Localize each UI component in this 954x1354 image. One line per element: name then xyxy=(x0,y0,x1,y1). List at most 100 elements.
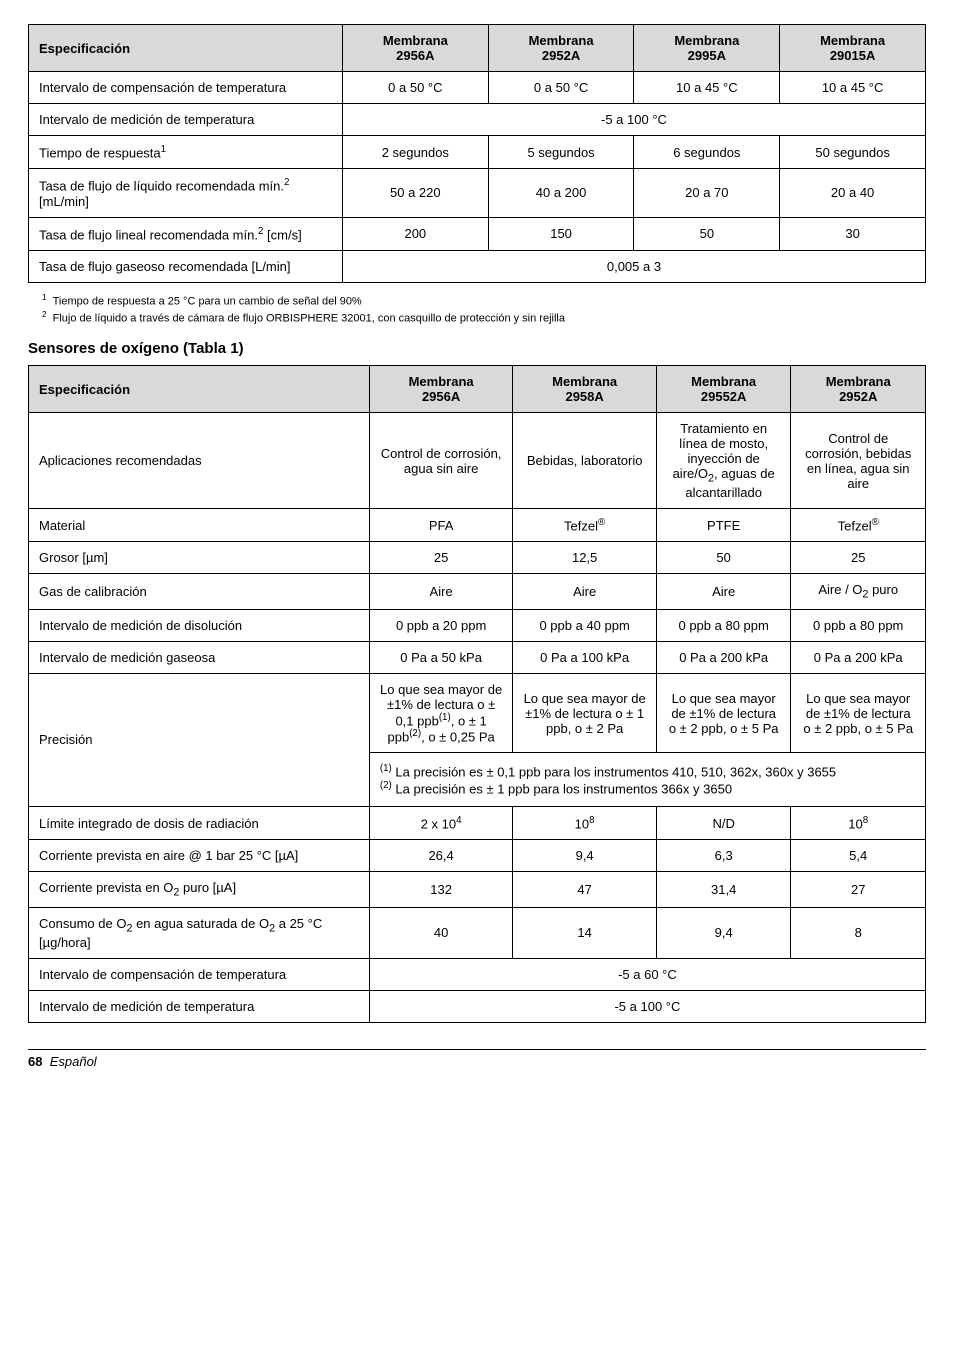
column-header: Especificación xyxy=(29,25,343,72)
column-header: Membrana29552A xyxy=(656,366,791,413)
row-label: Intervalo de medición de temperatura xyxy=(29,104,343,136)
row-value: 47 xyxy=(513,872,657,908)
row-value: -5 a 60 °C xyxy=(369,958,925,990)
table1-footnotes: 1Tiempo de respuesta a 25 °C para un cam… xyxy=(42,293,926,324)
footnote: 1Tiempo de respuesta a 25 °C para un cam… xyxy=(42,293,926,308)
row-label: Grosor [µm] xyxy=(29,542,370,574)
row-value: N/D xyxy=(656,807,791,840)
column-header: Membrana2995A xyxy=(634,25,780,72)
row-value: Aire xyxy=(656,574,791,610)
row-value: 12,5 xyxy=(513,542,657,574)
row-value: -5 a 100 °C xyxy=(342,104,925,136)
row-value: Control de corrosión, bebidas en línea, … xyxy=(791,413,926,509)
row-value: 150 xyxy=(488,217,634,250)
row-value: 27 xyxy=(791,872,926,908)
row-value: Lo que sea mayor de ±1% de lectura o ± 2… xyxy=(656,673,791,753)
row-value: 0 Pa a 50 kPa xyxy=(369,641,513,673)
row-label: Aplicaciones recomendadas xyxy=(29,413,370,509)
row-value: 6,3 xyxy=(656,840,791,872)
row-value: 14 xyxy=(513,908,657,959)
row-value: Lo que sea mayor de ±1% de lectura o ± 0… xyxy=(369,673,513,753)
row-label: Corriente prevista en O2 puro [µA] xyxy=(29,872,370,908)
row-value: 0,005 a 3 xyxy=(342,250,925,282)
row-value: Tratamiento en línea de mosto, inyección… xyxy=(656,413,791,509)
precision-notes: (1) La precisión es ± 0,1 ppb para los i… xyxy=(369,753,925,807)
footer-section: Español xyxy=(50,1054,97,1069)
row-value: 10 a 45 °C xyxy=(780,72,926,104)
row-label: Tasa de flujo de líquido recomendada mín… xyxy=(29,169,343,217)
row-value: 30 xyxy=(780,217,926,250)
row-value: 26,4 xyxy=(369,840,513,872)
row-value: PFA xyxy=(369,508,513,541)
row-value: 20 a 70 xyxy=(634,169,780,217)
row-label: Intervalo de medición de temperatura xyxy=(29,990,370,1022)
row-value: 2 segundos xyxy=(342,136,488,169)
row-label: Intervalo de compensación de temperatura xyxy=(29,72,343,104)
row-value: -5 a 100 °C xyxy=(369,990,925,1022)
page-number: 68 xyxy=(28,1054,42,1069)
row-value: 20 a 40 xyxy=(780,169,926,217)
row-value: 9,4 xyxy=(656,908,791,959)
row-label: Tasa de flujo gaseoso recomendada [L/min… xyxy=(29,250,343,282)
row-value: 6 segundos xyxy=(634,136,780,169)
row-value: 200 xyxy=(342,217,488,250)
row-value: 50 xyxy=(634,217,780,250)
column-header: Membrana2956A xyxy=(342,25,488,72)
row-label: Material xyxy=(29,508,370,541)
column-header: Membrana2956A xyxy=(369,366,513,413)
row-label: Tiempo de respuesta1 xyxy=(29,136,343,169)
row-value: Tefzel® xyxy=(513,508,657,541)
row-value: PTFE xyxy=(656,508,791,541)
row-value: Aire xyxy=(369,574,513,610)
row-value: 2 x 104 xyxy=(369,807,513,840)
column-header: Especificación xyxy=(29,366,370,413)
row-value: 0 ppb a 80 ppm xyxy=(656,609,791,641)
row-value: Lo que sea mayor de ±1% de lectura o ± 2… xyxy=(791,673,926,753)
spec-table-1: EspecificaciónMembrana2956AMembrana2952A… xyxy=(28,24,926,283)
row-value: 0 a 50 °C xyxy=(342,72,488,104)
row-value: 0 Pa a 100 kPa xyxy=(513,641,657,673)
row-value: 0 Pa a 200 kPa xyxy=(656,641,791,673)
row-value: 5,4 xyxy=(791,840,926,872)
row-value: Tefzel® xyxy=(791,508,926,541)
row-value: Bebidas, laboratorio xyxy=(513,413,657,509)
row-value: 40 a 200 xyxy=(488,169,634,217)
row-value: 0 Pa a 200 kPa xyxy=(791,641,926,673)
column-header: Membrana2958A xyxy=(513,366,657,413)
row-value: 0 ppb a 40 ppm xyxy=(513,609,657,641)
row-value: 108 xyxy=(791,807,926,840)
row-value: 25 xyxy=(369,542,513,574)
row-label: Límite integrado de dosis de radiación xyxy=(29,807,370,840)
row-value: 50 xyxy=(656,542,791,574)
row-value: Aire xyxy=(513,574,657,610)
column-header: Membrana2952A xyxy=(791,366,926,413)
page-footer: 68 Español xyxy=(28,1049,926,1069)
row-value: 0 ppb a 20 ppm xyxy=(369,609,513,641)
row-label: Intervalo de medición de disolución xyxy=(29,609,370,641)
row-value: 25 xyxy=(791,542,926,574)
row-value: 108 xyxy=(513,807,657,840)
row-label: Gas de calibración xyxy=(29,574,370,610)
row-value: 132 xyxy=(369,872,513,908)
row-value: 50 a 220 xyxy=(342,169,488,217)
section-title: Sensores de oxígeno (Tabla 1) xyxy=(28,340,926,357)
row-value: Control de corrosión, agua sin aire xyxy=(369,413,513,509)
spec-table-2: EspecificaciónMembrana2956AMembrana2958A… xyxy=(28,365,926,1022)
row-value: Lo que sea mayor de ±1% de lectura o ± 1… xyxy=(513,673,657,753)
footnote: 2Flujo de líquido a través de cámara de … xyxy=(42,310,926,325)
row-label: Consumo de O2 en agua saturada de O2 a 2… xyxy=(29,908,370,959)
row-label: Precisión xyxy=(29,673,370,806)
column-header: Membrana29015A xyxy=(780,25,926,72)
row-label: Corriente prevista en aire @ 1 bar 25 °C… xyxy=(29,840,370,872)
row-value: 8 xyxy=(791,908,926,959)
row-value: Aire / O2 puro xyxy=(791,574,926,610)
row-value: 0 ppb a 80 ppm xyxy=(791,609,926,641)
row-value: 9,4 xyxy=(513,840,657,872)
row-label: Tasa de flujo lineal recomendada mín.2 [… xyxy=(29,217,343,250)
row-value: 5 segundos xyxy=(488,136,634,169)
row-label: Intervalo de medición gaseosa xyxy=(29,641,370,673)
row-value: 10 a 45 °C xyxy=(634,72,780,104)
column-header: Membrana2952A xyxy=(488,25,634,72)
row-value: 40 xyxy=(369,908,513,959)
row-value: 0 a 50 °C xyxy=(488,72,634,104)
